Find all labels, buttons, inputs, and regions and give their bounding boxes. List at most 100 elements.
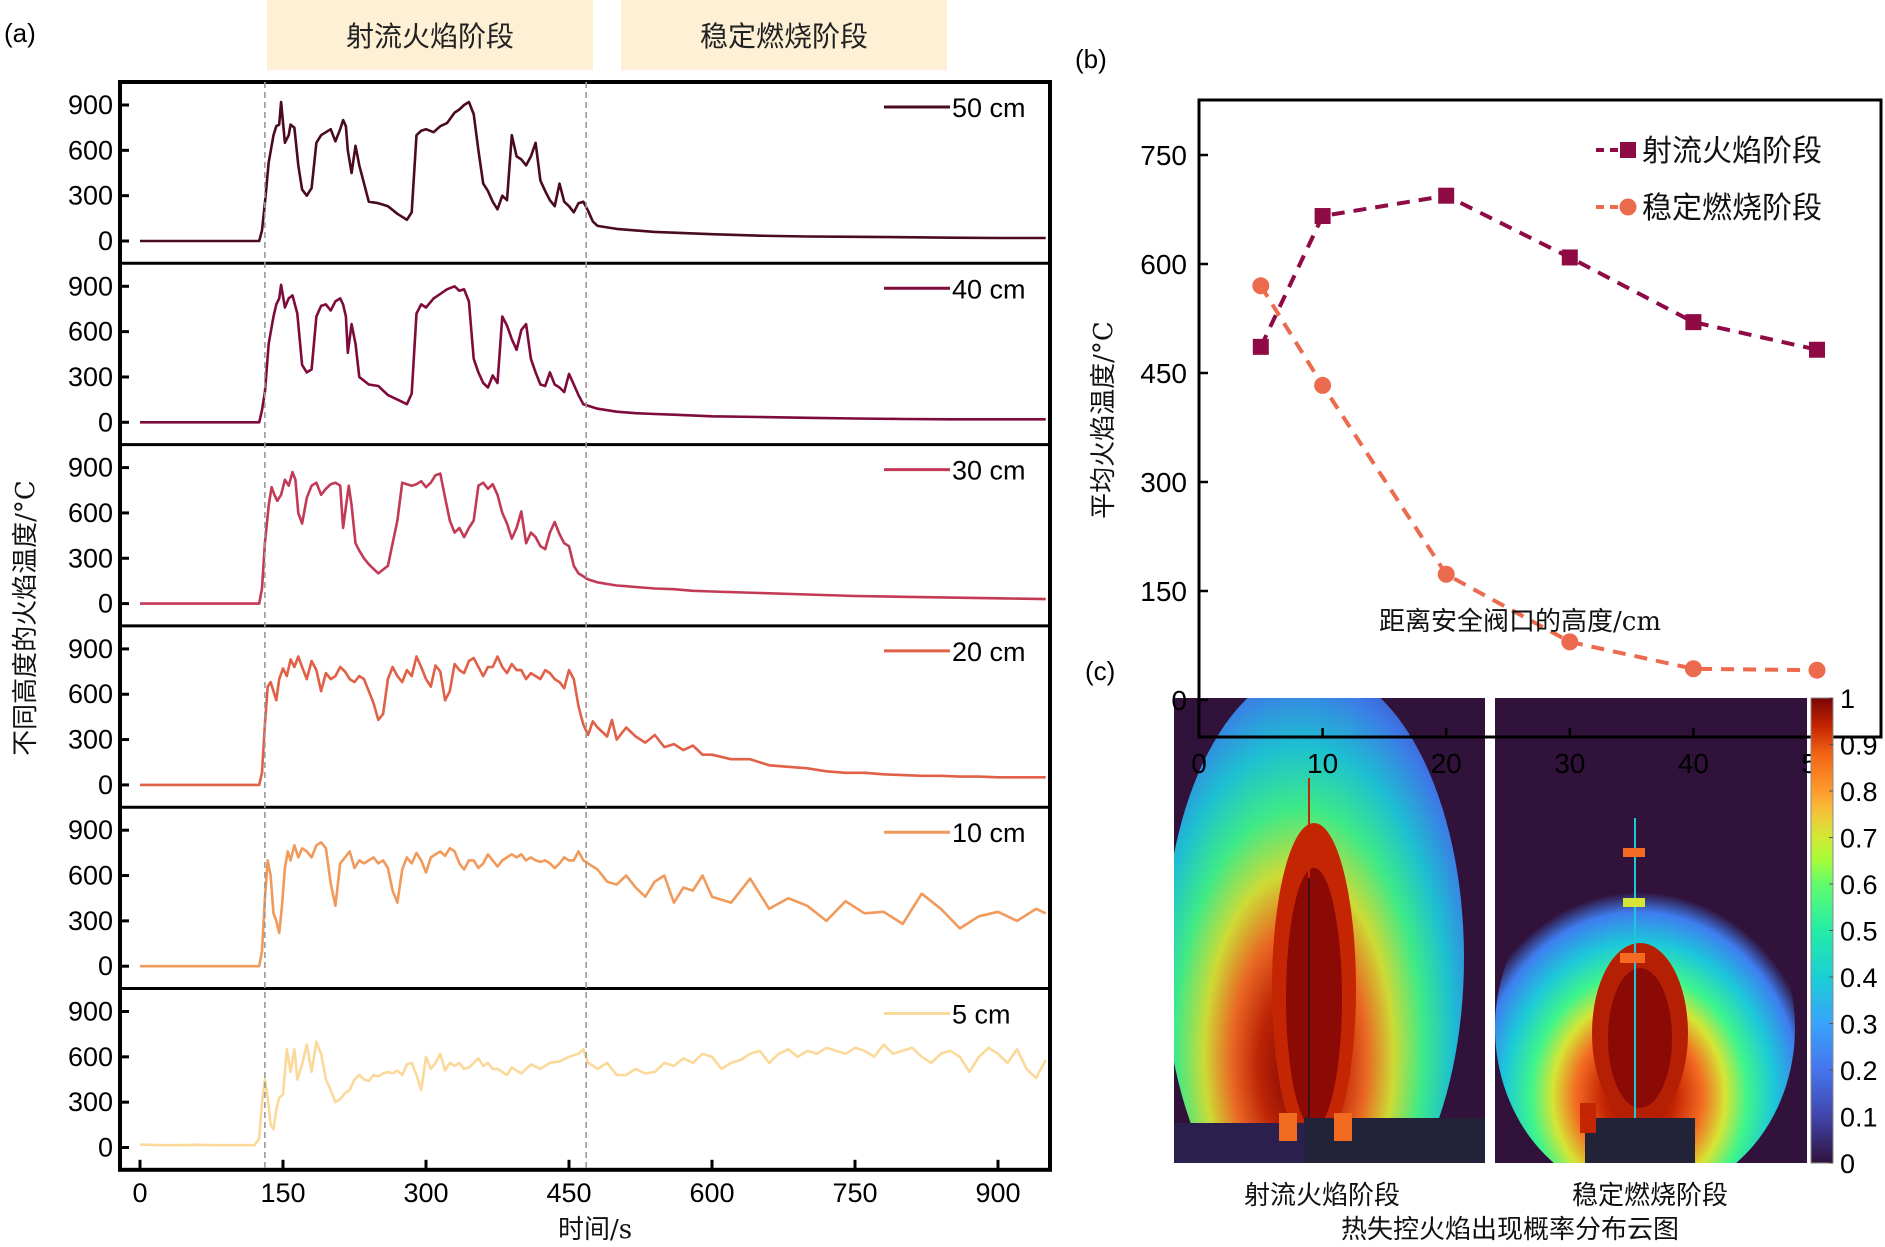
series-line-30cm [140, 470, 1046, 605]
y-tick-label: 450 [1140, 358, 1187, 389]
data-point-stable [1684, 660, 1702, 678]
y-tick-label: 0 [98, 589, 113, 619]
series-line-20cm [140, 655, 1046, 787]
colorbar-tick-label: 0.5 [1840, 917, 1878, 947]
colorbar-tick-label: 0.9 [1840, 731, 1878, 761]
data-point-jet [1561, 249, 1578, 266]
y-tick-label: 750 [1140, 140, 1187, 171]
y-tick-label: 900 [68, 634, 113, 664]
x-tick-label: 40 [1678, 748, 1709, 779]
y-tick-label: 150 [1140, 576, 1187, 607]
y-tick-label: 600 [68, 1042, 113, 1072]
panel-label-b: (b) [1075, 44, 1107, 74]
data-point-stable [1314, 376, 1332, 394]
colorbar-tick-label: 0.1 [1840, 1103, 1878, 1133]
data-point-jet [1685, 314, 1702, 331]
heatmap-stable-burning-image [1495, 698, 1807, 1163]
panel-label-a: (a) [4, 18, 36, 48]
data-point-jet [1314, 208, 1331, 225]
data-point-stable [1808, 661, 1826, 679]
y-tick-label: 0 [98, 1133, 113, 1163]
panel-a-time-series: 0 300 600 900 50 cm 0 300 600 900 40 cm 0 300 600 900… [68, 80, 1052, 1208]
series-line-5cm [139, 1040, 1047, 1147]
x-tick-label: 750 [832, 1178, 877, 1208]
x-tick-label: 900 [975, 1178, 1020, 1208]
y-tick-label: 300 [68, 725, 113, 755]
panel-a-y-axis-label: 不同高度的火焰温度/°C [11, 480, 41, 756]
y-tick-label: 900 [68, 997, 113, 1027]
y-tick-label: 900 [68, 271, 113, 301]
colorbar-tick-label: 0.3 [1840, 1010, 1878, 1040]
y-tick-label: 300 [68, 1087, 113, 1117]
x-tick-label: 0 [1191, 748, 1207, 779]
colorbar-tick-label: 1 [1840, 684, 1855, 714]
y-tick-label: 0 [98, 226, 113, 256]
y-tick-label: 0 [98, 407, 113, 437]
y-tick-label: 300 [68, 181, 113, 211]
y-tick-label: 0 [98, 770, 113, 800]
subplot-30cm: 0 300 600 900 30 cm [68, 443, 1050, 619]
y-tick-label: 300 [1140, 467, 1187, 498]
data-point-jet [1438, 187, 1455, 204]
y-tick-label: 300 [68, 906, 113, 936]
series-line-jet [1258, 193, 1818, 352]
data-point-stable [1561, 633, 1579, 651]
legend-label: 50 cm [952, 93, 1026, 123]
y-tick-label: 600 [68, 498, 113, 528]
x-tick-label: 0 [132, 1178, 147, 1208]
x-tick-label: 450 [546, 1178, 591, 1208]
colorbar-tick-label: 0.2 [1840, 1056, 1878, 1086]
panel-b-frame [1197, 98, 1883, 739]
x-tick-label: 20 [1431, 748, 1462, 779]
subplot-20cm: 0 300 600 900 20 cm [68, 624, 1050, 800]
y-tick-label: 300 [68, 362, 113, 392]
x-tick-label: 300 [403, 1178, 448, 1208]
colorbar-tick-label: 0.6 [1840, 870, 1878, 900]
panel-b-x-axis-label: 距离安全阀口的高度/cm [1379, 607, 1661, 637]
stage-header-stable-burning: 稳定燃烧阶段 [621, 0, 947, 70]
y-tick-label: 600 [68, 861, 113, 891]
panel-label-c: (c) [1085, 656, 1115, 686]
legend-marker-circle [1619, 198, 1637, 216]
legend-label: 5 cm [952, 1000, 1011, 1030]
y-tick-label: 900 [68, 453, 113, 483]
colorbar-tick-label: 0.8 [1840, 777, 1878, 807]
legend-marker-square [1620, 142, 1636, 158]
y-tick-label: 0 [1171, 685, 1187, 716]
series-line-stable [1259, 284, 1818, 673]
legend-label: 30 cm [952, 456, 1026, 486]
heatmap-jet-flame-image [1174, 698, 1485, 1163]
y-tick-label: 0 [98, 951, 113, 981]
heatmap-stable-burning-label: 稳定燃烧阶段 [1572, 1181, 1728, 1211]
subplot-50cm: 0 300 600 900 50 cm [68, 90, 1046, 256]
data-point-stable [1252, 277, 1270, 295]
y-tick-label: 600 [68, 135, 113, 165]
stage-header-jet-flame: 射流火焰阶段 [267, 0, 593, 70]
stage-header-stable-burning-label: 稳定燃烧阶段 [699, 20, 868, 53]
legend-label: 40 cm [952, 274, 1026, 304]
y-tick-label: 600 [68, 317, 113, 347]
heatmap-jet-flame-label: 射流火焰阶段 [1244, 1181, 1400, 1211]
legend-label: 射流火焰阶段 [1642, 134, 1822, 169]
x-tick-label: 30 [1554, 748, 1585, 779]
legend-label: 10 cm [952, 818, 1026, 848]
subplot-40cm: 0 300 600 900 40 cm [68, 261, 1050, 437]
series-line-10cm [140, 841, 1047, 968]
legend-label: 稳定燃烧阶段 [1642, 191, 1822, 226]
x-tick-label: 10 [1307, 748, 1338, 779]
panel-a-x-axis-label: 时间/s [558, 1215, 632, 1245]
panel-b-y-axis-label: 平均火焰温度/°C [1089, 321, 1119, 519]
subplot-10cm: 0 300 600 900 10 cm [68, 805, 1050, 981]
y-tick-label: 600 [68, 679, 113, 709]
stage-header-jet-flame-label: 射流火焰阶段 [345, 20, 514, 53]
y-tick-label: 900 [68, 815, 113, 845]
colorbar-tick-label: 0.4 [1840, 963, 1878, 993]
series-line-40cm [140, 283, 1046, 424]
data-point-stable [1437, 565, 1455, 583]
data-point-jet [1809, 341, 1825, 358]
y-tick-label: 600 [1140, 249, 1187, 280]
heatmap-caption: 热失控火焰出现概率分布云图 [1341, 1215, 1679, 1245]
colorbar-tick-label: 0 [1840, 1149, 1855, 1179]
data-point-jet [1252, 338, 1269, 355]
